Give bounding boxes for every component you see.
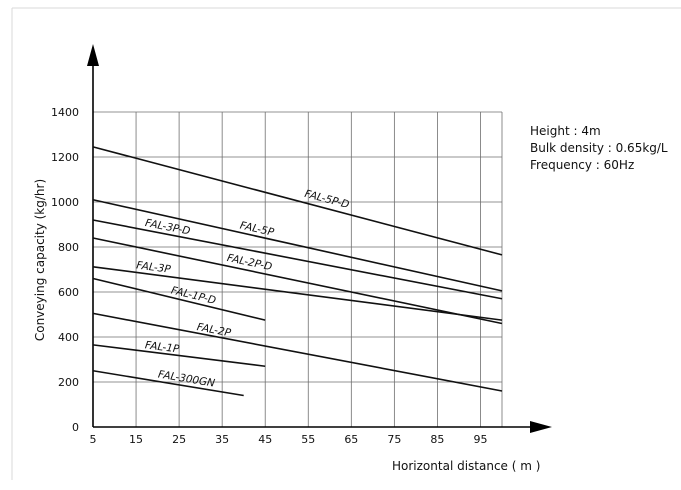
y-tick-1400: 1400: [51, 106, 79, 119]
x-tick-5: 5: [90, 433, 97, 446]
annotation-bulk-density: Bulk density : 0.65kg/L: [530, 141, 668, 155]
x-tick-85: 85: [430, 433, 444, 446]
series-line-fal-1p: [92, 344, 266, 368]
x-tick-95: 95: [473, 433, 487, 446]
y-axis-label: Conveying capacity (kg/hr): [33, 179, 47, 341]
x-tick-labels: 5 15 25 35 45 55 65 75 85 95: [90, 433, 488, 446]
series-line-fal-5p: [92, 198, 503, 292]
x-axis-arrow: [530, 421, 552, 433]
series-labels: FAL-5P-DFAL-5PFAL-3P-DFAL-2P-DFAL-3PFAL-…: [136, 188, 351, 390]
x-tick-25: 25: [172, 433, 186, 446]
y-tick-labels: 0 200 400 600 800 1000 1200 1400: [51, 106, 79, 434]
series-line-fal-300gn: [92, 369, 244, 397]
x-tick-15: 15: [129, 433, 143, 446]
annotation-height: Height : 4m: [530, 124, 601, 138]
y-tick-200: 200: [58, 376, 79, 389]
x-axis-label: Horizontal distance ( m ): [392, 459, 540, 473]
x-tick-75: 75: [387, 433, 401, 446]
series-label-fal-1p: FAL-1P: [144, 339, 180, 355]
series-line-fal-1p-d: [92, 277, 266, 321]
annotation-block: Height : 4m Bulk density : 0.65kg/L Freq…: [530, 124, 668, 172]
y-axis-arrow: [87, 44, 99, 66]
y-tick-400: 400: [58, 331, 79, 344]
x-tick-55: 55: [301, 433, 315, 446]
series-lines: [92, 146, 503, 397]
y-tick-1000: 1000: [51, 196, 79, 209]
axes: [87, 44, 552, 433]
y-tick-800: 800: [58, 241, 79, 254]
series-label-fal-5p-d: FAL-5P-D: [303, 188, 350, 211]
x-tick-35: 35: [215, 433, 229, 446]
y-tick-600: 600: [58, 286, 79, 299]
annotation-frequency: Frequency : 60Hz: [530, 158, 634, 172]
series-label-fal-3p: FAL-3P: [136, 259, 172, 275]
x-tick-65: 65: [344, 433, 358, 446]
series-line-fal-2p: [92, 312, 503, 392]
series-line-fal-3p-d: [92, 219, 503, 300]
series-line-fal-2p-d: [92, 237, 503, 325]
y-tick-0: 0: [72, 421, 79, 434]
series-line-fal-5p-d: [92, 146, 503, 256]
x-tick-45: 45: [258, 433, 272, 446]
series-line-fal-3p: [92, 266, 503, 321]
y-tick-1200: 1200: [51, 151, 79, 164]
